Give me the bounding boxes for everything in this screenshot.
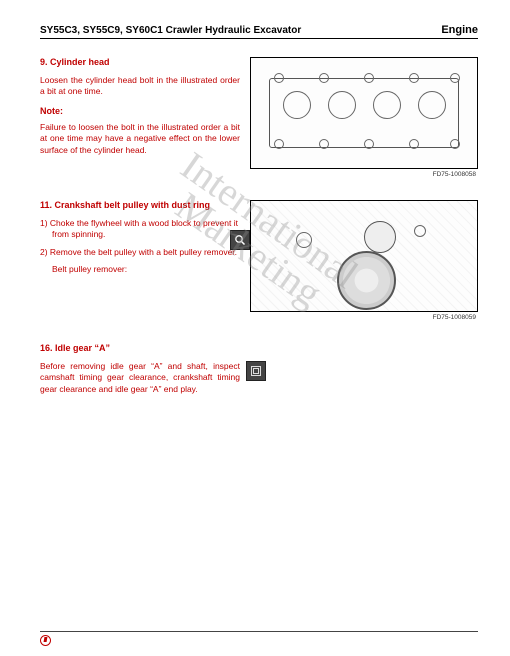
- section9-title: 9. Cylinder head: [40, 57, 240, 67]
- brand-logo-icon: [40, 635, 51, 646]
- section-cylinder-head: 9. Cylinder head Loosen the cylinder hea…: [40, 57, 478, 178]
- figure9-caption: FD75-1008058: [250, 171, 478, 178]
- page-footer: [40, 631, 478, 646]
- magnifier-icon[interactable]: [230, 230, 250, 250]
- section11-item2: 2) Remove the belt pulley with a belt pu…: [40, 247, 240, 258]
- page: SY55C3, SY55C9, SY60C1 Crawler Hydraulic…: [0, 0, 510, 656]
- section9-figure-col: FD75-1008058: [250, 57, 478, 178]
- section11-text: 11. Crankshaft belt pulley with dust rin…: [40, 200, 240, 280]
- section11-title: 11. Crankshaft belt pulley with dust rin…: [40, 200, 240, 210]
- section16-title: 16. Idle gear “A”: [40, 343, 478, 353]
- section9-note-label: Note:: [40, 106, 240, 116]
- section11-item1: 1) Choke the flywheel with a wood block …: [40, 218, 240, 241]
- section16-body: Before removing idle gear “A” and shaft,…: [40, 361, 240, 395]
- section11-figure-col: FD75-1008059: [250, 200, 478, 321]
- section9-para: Loosen the cylinder head bolt in the ill…: [40, 75, 240, 98]
- figure-cylinder-head: [250, 57, 478, 169]
- section9-text: 9. Cylinder head Loosen the cylinder hea…: [40, 57, 240, 164]
- section-idle-gear: 16. Idle gear “A” Before removing idle g…: [40, 343, 478, 403]
- page-header: SY55C3, SY55C9, SY60C1 Crawler Hydraulic…: [40, 24, 478, 39]
- section-crankshaft-pulley: 11. Crankshaft belt pulley with dust rin…: [40, 200, 478, 321]
- header-title: SY55C3, SY55C9, SY60C1 Crawler Hydraulic…: [40, 25, 301, 36]
- header-section: Engine: [441, 24, 478, 36]
- figure-belt-pulley: [250, 200, 478, 312]
- content-area: 9. Cylinder head Loosen the cylinder hea…: [40, 45, 478, 403]
- figure11-caption: FD75-1008059: [250, 314, 478, 321]
- section9-note-body: Failure to loosen the bolt in the illust…: [40, 122, 240, 156]
- inspection-icon: [246, 361, 266, 381]
- section11-sub: Belt pulley remover:: [40, 264, 240, 275]
